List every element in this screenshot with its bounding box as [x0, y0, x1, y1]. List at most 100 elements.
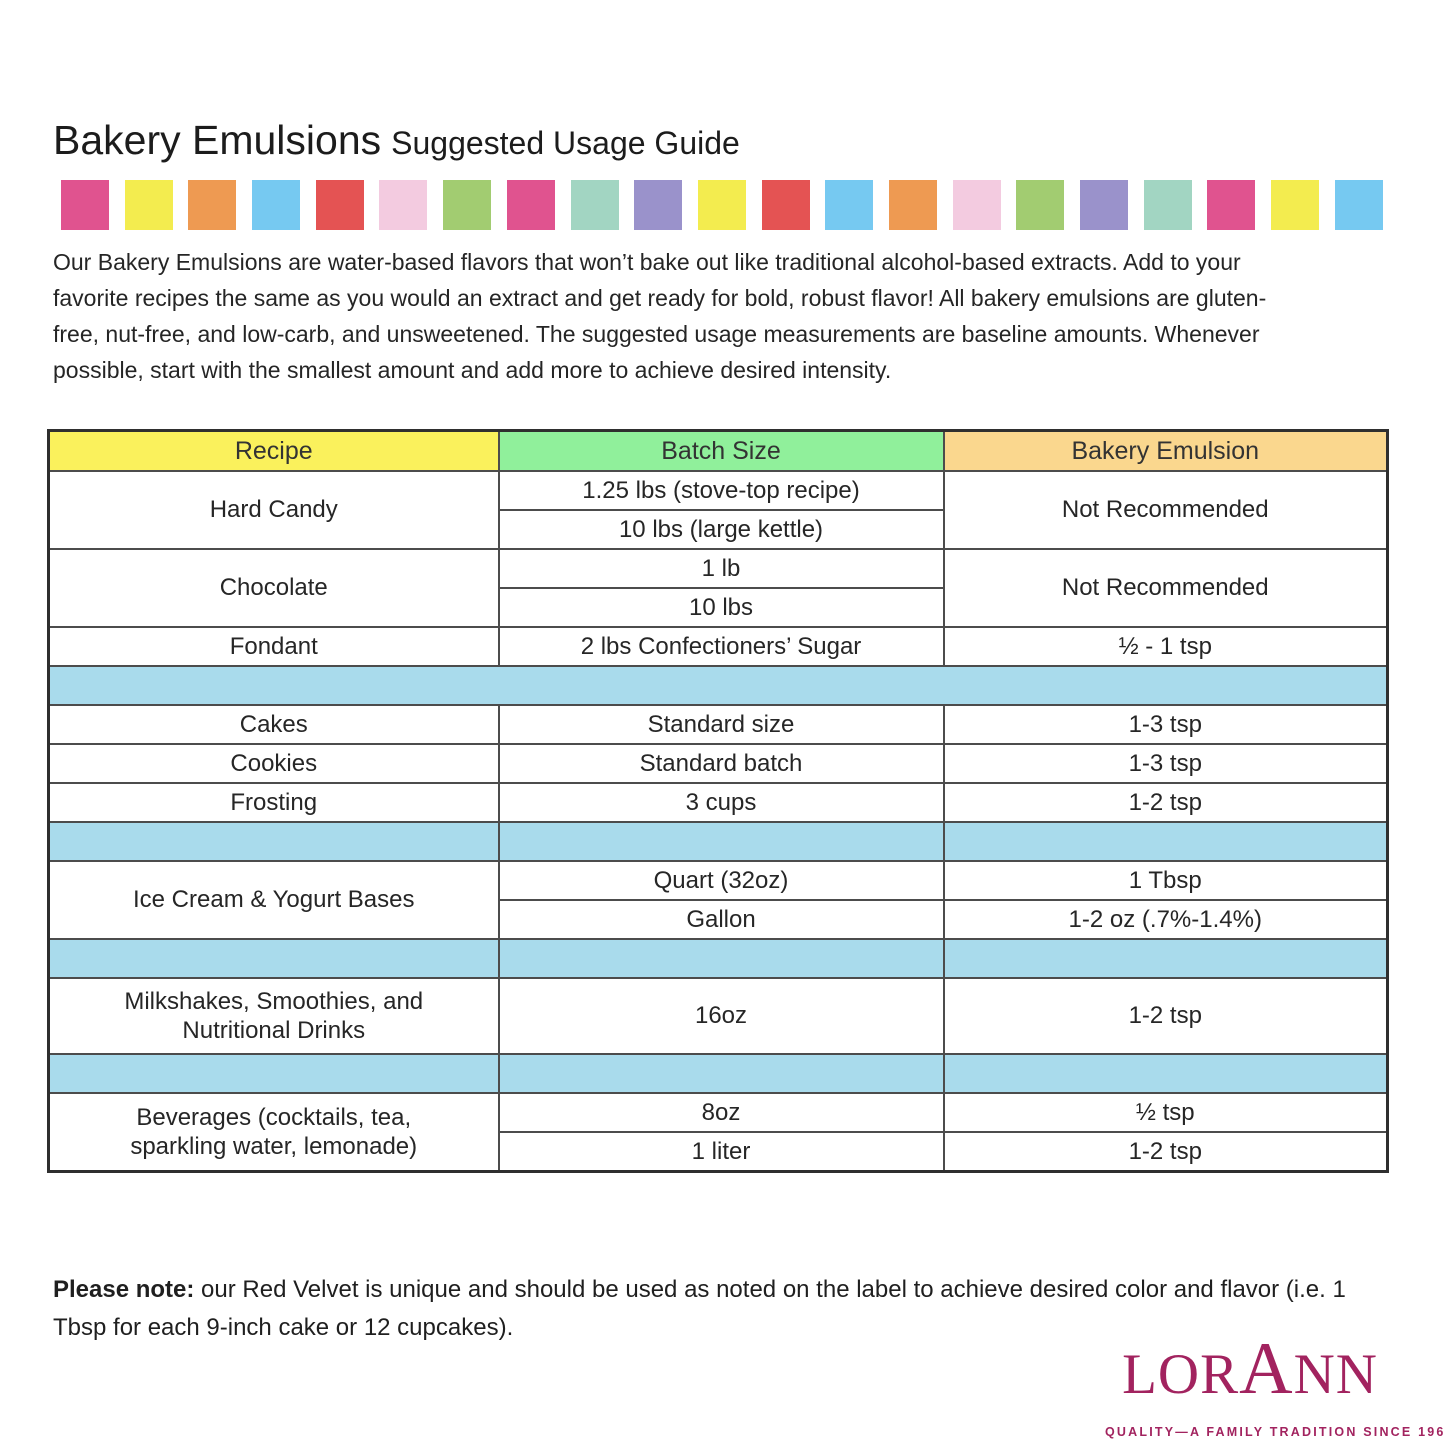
note-paragraph: Please note: our Red Velvet is unique an…: [53, 1271, 1413, 1347]
cell-hard-candy-emulsion: Not Recommended: [942, 470, 1389, 551]
spacer-cell: [497, 821, 945, 863]
document-page: Bakery Emulsions Suggested Usage Guide Ou…: [47, 117, 1398, 1371]
lorann-logo-wordmark: LORANN: [1105, 1328, 1395, 1421]
color-square-green: [443, 180, 492, 231]
spacer-cell: [47, 821, 500, 863]
spacer-cell: [942, 1053, 1389, 1095]
cell-beverages-emulsion-1: ½ tsp: [942, 1092, 1389, 1134]
color-square-orange: [888, 180, 937, 231]
cell-cookies-emulsion: 1-3 tsp: [942, 743, 1389, 785]
table-row: 10 lbs: [49, 587, 1388, 629]
color-square-blue: [252, 180, 301, 231]
table-row: Cakes Standard size 1-3 tsp: [47, 704, 1389, 746]
spacer-cell: [497, 1053, 945, 1095]
cell-frosting-emulsion: 1-2 tsp: [942, 782, 1389, 824]
cell-fondant: Fondant: [47, 626, 500, 668]
spacer-cell: [497, 938, 945, 980]
cell-milkshakes-batch: 16oz: [497, 977, 945, 1056]
cell-beverages-emulsion-2: 1-2 tsp: [942, 1131, 1389, 1173]
cell-beverages-batch-2: 1 liter: [497, 1131, 945, 1173]
color-square-pink: [1207, 180, 1256, 231]
color-square-blue: [825, 180, 874, 231]
color-square-green: [1016, 180, 1065, 231]
cell-beverages: Beverages (cocktails, tea, sparkling wat…: [47, 1092, 500, 1173]
cell-fondant-batch: 2 lbs Confectioners’ Sugar: [497, 626, 945, 668]
cell-ice-cream-batch-2: Gallon: [497, 899, 945, 941]
color-square-pink: [506, 180, 555, 231]
table-row: 1 liter 1-2 tsp: [49, 1131, 1389, 1173]
color-square-yellow: [697, 180, 746, 231]
spacer-row: [47, 938, 1389, 980]
cell-chocolate-batch-2: 10 lbs: [497, 587, 945, 629]
spacer-cell: [942, 938, 1389, 980]
cell-ice-cream-emulsion-1: 1 Tbsp: [942, 860, 1389, 902]
cell-cakes-batch: Standard size: [497, 704, 945, 746]
cell-cookies-batch: Standard batch: [497, 743, 945, 785]
color-square-pink: [61, 180, 109, 231]
color-square-palepink: [379, 180, 428, 231]
cell-chocolate-batch-1: 1 lb: [497, 548, 945, 590]
spacer-cell: [47, 1053, 500, 1095]
cell-ice-cream: Ice Cream & Yogurt Bases: [47, 860, 500, 941]
color-square-red: [315, 180, 364, 231]
table-header-row: Recipe Batch Size Bakery Emulsion: [47, 429, 1389, 473]
color-square-yellow: [1271, 180, 1320, 231]
spacer-row: [47, 665, 1389, 707]
spacer-cell: [942, 821, 1389, 863]
logo-letter-a: A: [1239, 1328, 1294, 1410]
color-square-yellow: [124, 180, 173, 231]
spacer-row: [47, 821, 1389, 863]
spacer-row: [47, 1053, 1389, 1095]
color-square-seafoam: [570, 180, 619, 231]
logo-letters-nn: NN: [1293, 1343, 1378, 1406]
color-square-purple: [634, 180, 683, 231]
cell-frosting: Frosting: [47, 782, 500, 824]
cell-fondant-emulsion: ½ - 1 tsp: [942, 626, 1389, 668]
table-row: Cookies Standard batch 1-3 tsp: [47, 743, 1389, 785]
table-row: Chocolate 1 lb Not Recommended: [47, 548, 1389, 629]
cell-hard-candy: Hard Candy: [47, 470, 500, 551]
intro-paragraph: Our Bakery Emulsions are water-based fla…: [53, 249, 1267, 384]
note-text: our Red Velvet is unique and should be u…: [53, 1276, 1346, 1342]
cell-cookies: Cookies: [47, 743, 500, 785]
color-stripe: [61, 180, 1383, 231]
logo-letter-l: L: [1122, 1343, 1158, 1406]
table-row: Hard Candy 1.25 lbs (stove-top recipe) N…: [47, 470, 1389, 551]
logo-letters-or: OR: [1157, 1343, 1240, 1406]
table-row: Fondant 2 lbs Confectioners’ Sugar ½ - 1…: [47, 626, 1389, 668]
table-row: Beverages (cocktails, tea, sparkling wat…: [47, 1092, 1389, 1173]
color-square-orange: [188, 180, 237, 231]
note-bold-prefix: Please note:: [53, 1276, 195, 1304]
header-bakery-emulsion: Bakery Emulsion: [942, 429, 1389, 473]
cell-cakes: Cakes: [47, 704, 500, 746]
cell-hard-candy-batch-1: 1.25 lbs (stove-top recipe): [497, 470, 945, 512]
page-title-sub: Suggested Usage Guide: [391, 125, 740, 161]
cell-ice-cream-batch-1: Quart (32oz): [497, 860, 945, 902]
table-row: Gallon 1-2 oz (.7%-1.4%): [49, 899, 1389, 941]
table-row: Ice Cream & Yogurt Bases Quart (32oz) 1 …: [47, 860, 1389, 941]
page-title-main: Bakery Emulsions: [53, 117, 382, 163]
cell-chocolate: Chocolate: [47, 548, 500, 629]
cell-cakes-emulsion: 1-3 tsp: [942, 704, 1389, 746]
table-row: Frosting 3 cups 1-2 tsp: [47, 782, 1389, 824]
cell-hard-candy-batch-2: 10 lbs (large kettle): [497, 509, 945, 551]
page-title: Bakery Emulsions Suggested Usage Guide: [53, 117, 1398, 163]
cell-beverages-batch-1: 8oz: [497, 1092, 945, 1134]
table-row: 10 lbs (large kettle): [49, 509, 1388, 551]
spacer-cell: [47, 665, 1389, 707]
header-batch-size: Batch Size: [497, 429, 945, 473]
cell-ice-cream-emulsion-2: 1-2 oz (.7%-1.4%): [942, 899, 1389, 941]
color-square-purple: [1080, 180, 1128, 231]
header-recipe: Recipe: [47, 429, 500, 473]
color-square-seafoam: [1143, 180, 1192, 231]
color-square-blue: [1334, 180, 1383, 231]
cell-chocolate-emulsion: Not Recommended: [942, 548, 1389, 629]
lorann-logo: LORANN QUALITY—A FAMILY TRADITION SINCE …: [1105, 1328, 1445, 1439]
cell-milkshakes-emulsion: 1-2 tsp: [942, 977, 1389, 1056]
logo-tagline: QUALITY—A FAMILY TRADITION SINCE 1962: [1105, 1425, 1445, 1439]
color-square-red: [761, 180, 810, 231]
table-row: Milkshakes, Smoothies, and Nutritional D…: [47, 977, 1389, 1056]
usage-table: Recipe Batch Size Bakery Emulsion Hard C…: [47, 429, 1389, 1174]
spacer-cell: [47, 938, 500, 980]
cell-milkshakes: Milkshakes, Smoothies, and Nutritional D…: [47, 977, 500, 1056]
